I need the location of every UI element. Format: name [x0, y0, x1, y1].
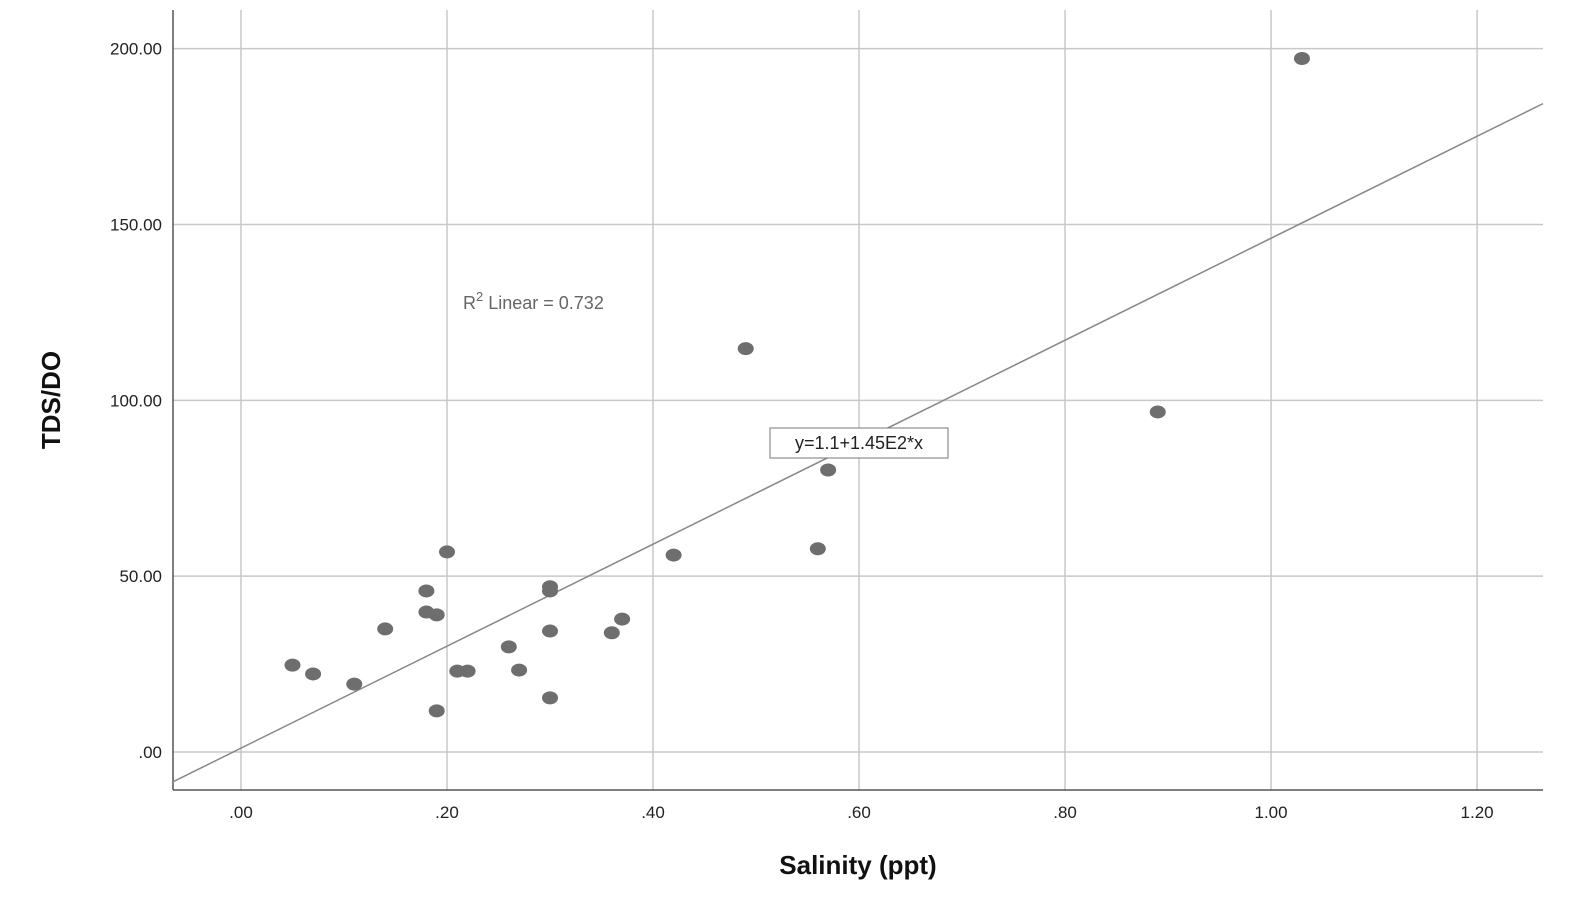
equation-box	[769, 427, 949, 459]
y-axis-label: TDS/DO	[36, 351, 66, 449]
x-tick-label: 1.00	[1255, 803, 1288, 822]
x-tick-label: .80	[1053, 803, 1077, 822]
data-point	[1149, 405, 1166, 419]
data-point	[614, 612, 631, 626]
data-point	[603, 626, 620, 640]
data-point	[377, 622, 394, 636]
r2-annotation: R2 Linear = 0.732	[463, 289, 604, 313]
data-point	[511, 663, 528, 677]
data-point	[542, 584, 559, 598]
y-tick-label: 50.00	[119, 567, 162, 586]
data-point	[542, 624, 559, 638]
equation-label: y=1.1+1.45E2*x	[795, 433, 923, 453]
data-point	[1293, 52, 1310, 66]
data-point	[542, 691, 559, 705]
x-axis-label: Salinity (ppt)	[779, 850, 936, 880]
data-point	[459, 664, 476, 678]
axes	[172, 10, 1543, 791]
y-tick-label: 200.00	[110, 40, 162, 59]
grid	[173, 10, 1543, 790]
x-tick-label: .20	[435, 803, 459, 822]
y-tick-label: .00	[138, 743, 162, 762]
data-point	[439, 545, 455, 559]
y-tick-label: 150.00	[110, 216, 162, 235]
data-point	[820, 463, 837, 477]
x-tick-label: .40	[641, 803, 665, 822]
data-points	[284, 52, 1310, 718]
data-point	[284, 658, 301, 672]
data-point	[346, 677, 363, 691]
data-point	[428, 608, 445, 622]
data-point	[809, 542, 826, 556]
data-point	[665, 548, 682, 562]
x-tick-label: .60	[847, 803, 871, 822]
data-point	[737, 342, 754, 356]
y-tick-label: 100.00	[110, 391, 162, 410]
x-tick-label: 1.20	[1461, 803, 1494, 822]
data-point	[428, 704, 445, 718]
x-tick-label: .00	[229, 803, 253, 822]
data-point	[418, 584, 435, 598]
data-point	[500, 640, 517, 654]
data-point	[305, 667, 322, 681]
tick-labels: .00 .20 .40 .60 .80 1.00 1.20 .00 50.00 100.00 150…	[110, 40, 1494, 822]
